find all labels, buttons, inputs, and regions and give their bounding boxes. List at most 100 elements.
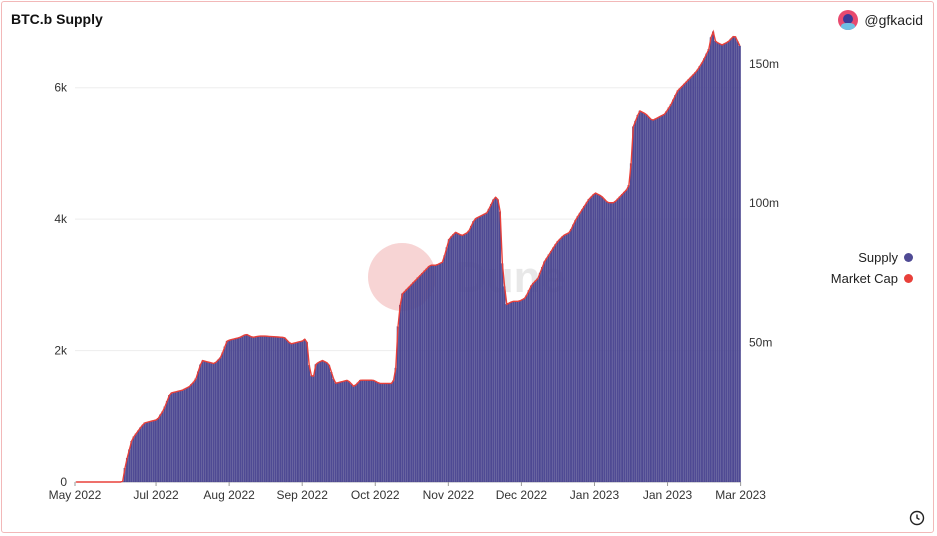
supply-bar bbox=[230, 339, 233, 483]
legend-item-supply[interactable]: Supply bbox=[831, 250, 913, 265]
supply-bar bbox=[521, 299, 524, 483]
supply-bar bbox=[603, 199, 606, 483]
x-tick-label: Aug 2022 bbox=[203, 488, 255, 502]
supply-bar bbox=[656, 117, 659, 483]
right-axis: 50m 100m 150m bbox=[749, 57, 779, 350]
legend-label-market-cap: Market Cap bbox=[830, 271, 898, 286]
supply-bar bbox=[438, 263, 442, 483]
supply-bar bbox=[308, 365, 311, 483]
supply-bar bbox=[259, 336, 262, 483]
supply-bar bbox=[729, 38, 732, 483]
supply-bar bbox=[625, 189, 628, 483]
supply-bar bbox=[703, 58, 706, 483]
supply-bar bbox=[434, 265, 437, 483]
clock-icon[interactable] bbox=[909, 510, 925, 526]
supply-bar bbox=[414, 279, 417, 483]
supply-bar bbox=[456, 233, 459, 483]
supply-bar bbox=[507, 303, 510, 483]
supply-bar bbox=[694, 72, 697, 483]
supply-bar bbox=[470, 225, 473, 483]
supply-bar bbox=[532, 282, 535, 483]
supply-bar bbox=[172, 392, 175, 483]
supply-bar bbox=[401, 293, 404, 483]
supply-bar bbox=[336, 382, 339, 483]
supply-bar bbox=[614, 201, 617, 483]
supply-bar bbox=[423, 270, 426, 483]
supply-bar bbox=[170, 392, 173, 483]
legend-dot-supply bbox=[904, 253, 913, 262]
supply-bar bbox=[154, 419, 157, 483]
supply-bar bbox=[319, 361, 322, 483]
supply-bar bbox=[461, 235, 464, 483]
supply-bar bbox=[365, 380, 368, 483]
supply-bar bbox=[197, 371, 200, 483]
supply-bar bbox=[425, 268, 428, 483]
supply-bar bbox=[268, 336, 271, 483]
supply-bar bbox=[496, 199, 499, 483]
supply-bar bbox=[490, 204, 493, 483]
supply-bar bbox=[416, 277, 419, 483]
supply-bar bbox=[410, 284, 413, 483]
author-badge[interactable]: @gfkacid bbox=[838, 10, 923, 30]
supply-bar bbox=[232, 338, 235, 483]
supply-bar bbox=[445, 247, 448, 483]
supply-bar bbox=[350, 383, 353, 483]
supply-bar bbox=[256, 336, 260, 483]
supply-bar bbox=[394, 367, 397, 483]
avatar[interactable] bbox=[838, 10, 859, 30]
supply-bar bbox=[421, 273, 424, 483]
supply-bar bbox=[174, 391, 177, 483]
supply-bar bbox=[680, 86, 684, 483]
supply-bar bbox=[248, 335, 251, 483]
left-tick-label: 4k bbox=[54, 212, 68, 226]
supply-bar bbox=[512, 301, 515, 483]
supply-bar bbox=[194, 378, 197, 483]
supply-bar bbox=[554, 244, 557, 483]
supply-bar bbox=[223, 346, 226, 483]
x-tick-label: Jul 2022 bbox=[133, 488, 179, 502]
watermark-logo bbox=[368, 243, 436, 311]
supply-bar bbox=[707, 49, 710, 483]
supply-bar bbox=[689, 76, 692, 483]
supply-bar bbox=[145, 422, 149, 483]
legend-item-market-cap[interactable]: Market Cap bbox=[831, 271, 913, 286]
supply-bar bbox=[316, 362, 319, 483]
supply-bar bbox=[498, 211, 502, 483]
supply-bar bbox=[294, 342, 297, 483]
supply-bar bbox=[572, 224, 575, 483]
supply-bar bbox=[208, 362, 211, 483]
supply-bar bbox=[270, 336, 273, 483]
supply-bar bbox=[467, 230, 470, 483]
right-tick-label: 50m bbox=[749, 336, 772, 350]
supply-bar bbox=[321, 360, 324, 483]
supply-bar bbox=[732, 36, 735, 483]
supply-bar bbox=[299, 341, 302, 483]
supply-bar bbox=[543, 261, 546, 483]
supply-bar bbox=[252, 337, 255, 483]
supply-bar bbox=[427, 266, 430, 483]
supply-bar bbox=[640, 112, 644, 483]
supply-bar bbox=[341, 381, 344, 483]
supply-bar bbox=[243, 334, 246, 483]
supply-bar bbox=[492, 199, 495, 483]
supply-bar bbox=[130, 441, 133, 483]
supply-bar bbox=[214, 362, 217, 483]
supply-bar bbox=[285, 340, 288, 483]
supply-bar bbox=[381, 383, 384, 483]
supply-bar bbox=[556, 241, 559, 483]
supply-bar bbox=[527, 290, 530, 483]
supply-bar bbox=[179, 390, 182, 483]
supply-bar bbox=[709, 37, 712, 483]
supply-bar bbox=[310, 375, 313, 483]
supply-bar bbox=[412, 282, 415, 483]
supply-bar bbox=[148, 421, 151, 483]
x-tick-label: Nov 2022 bbox=[423, 488, 475, 502]
supply-bar bbox=[718, 43, 721, 483]
supply-bar bbox=[598, 195, 601, 483]
supply-bar bbox=[221, 352, 224, 483]
supply-bar bbox=[436, 264, 439, 483]
x-axis: May 2022 Jul 2022 Aug 2022 Sep 2022 Oct 2022… bbox=[49, 482, 766, 502]
author-name[interactable]: @gfkacid bbox=[864, 12, 923, 28]
supply-bar bbox=[363, 380, 366, 483]
supply-bar bbox=[216, 359, 220, 483]
